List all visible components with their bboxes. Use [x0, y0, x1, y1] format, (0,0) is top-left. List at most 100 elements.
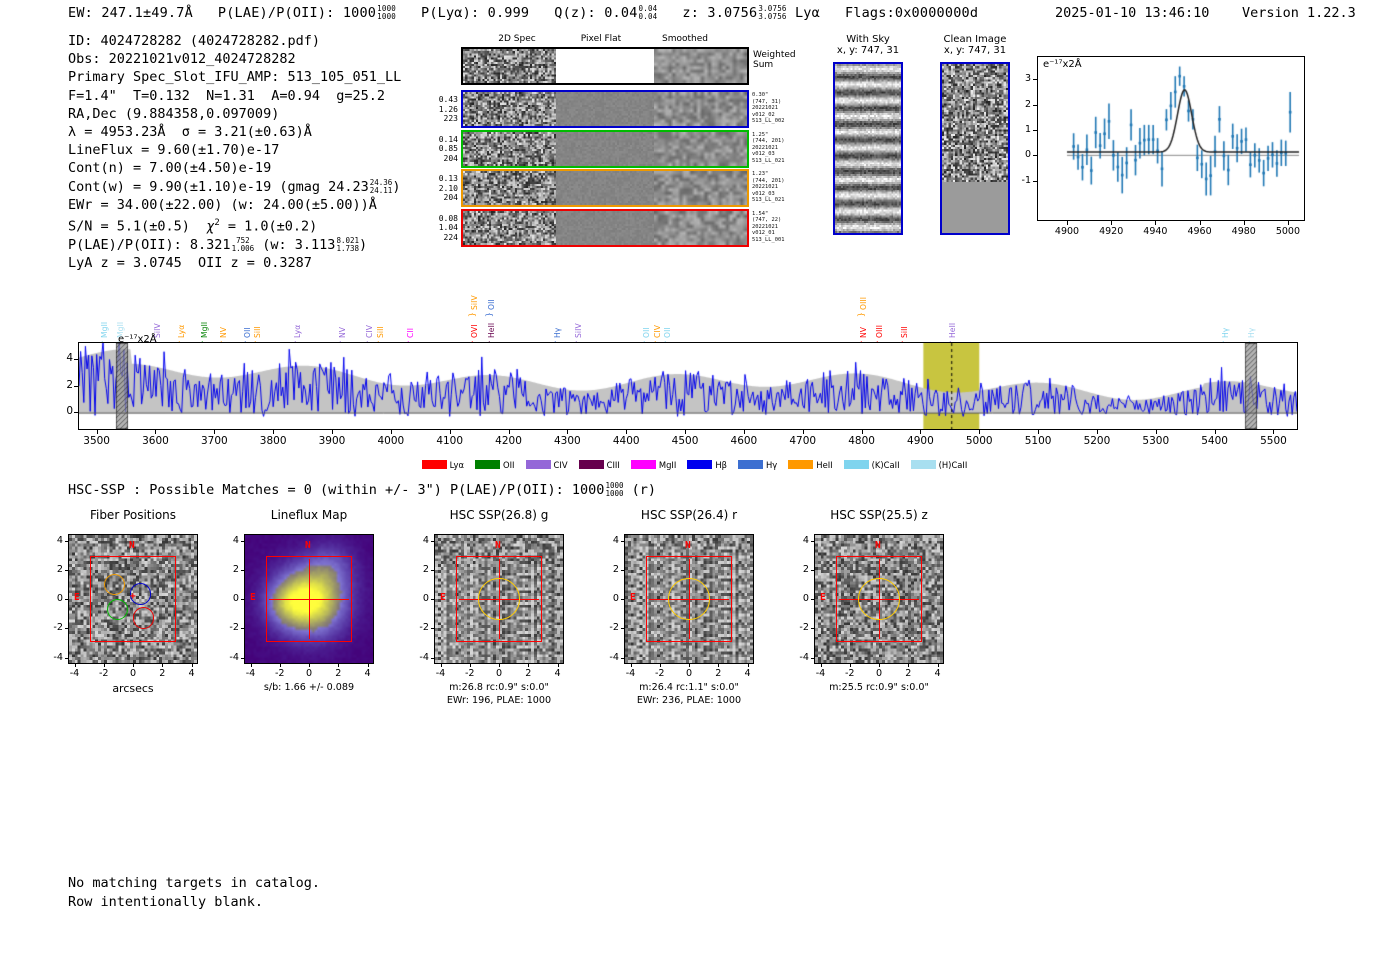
legend-swatch	[474, 460, 500, 469]
cutout-y-tick	[431, 628, 434, 630]
cutout-x-tick	[191, 664, 193, 667]
legend-item: CIII	[578, 454, 631, 473]
fit-y-tick	[1033, 155, 1037, 157]
spectrum-units-label: e⁻¹⁷x2Å	[118, 334, 157, 345]
cutout-x-tick-label: 2	[525, 668, 532, 679]
fiber-row	[461, 169, 749, 207]
fiber-metadata: 1.23" (744, 201) 20221021 v012_03 513_LL_021	[752, 171, 785, 204]
cutout-x-tick	[849, 664, 851, 667]
compass-north: N	[305, 540, 311, 551]
info-redshifts: LyA z = 3.0745 OII z = 0.3287	[68, 254, 312, 271]
fit-y-tick-label: 0	[1024, 149, 1031, 161]
spectrum-y-tick	[74, 412, 79, 414]
legend-swatch	[910, 460, 936, 469]
info-cont-n: Cont(n) = 7.00(±4.50)e-19	[68, 160, 272, 177]
fiber-circle	[130, 583, 152, 605]
cutout-x-tick	[74, 664, 76, 667]
emission-line-fit-plot: e⁻¹⁷x2Å	[1037, 56, 1305, 221]
cutout-y-tick	[431, 657, 434, 659]
spectrum-x-tick-label: 4300	[554, 435, 581, 447]
spectrum-x-tick	[861, 430, 863, 434]
cutout-y-tick-label: 0	[612, 593, 619, 604]
spectrum-x-tick	[567, 430, 569, 434]
fiber-circle	[133, 607, 155, 629]
cutout-x-tick	[879, 664, 880, 667]
gmag-range: 24.36 24.11	[369, 177, 393, 195]
spectrum-axis: 3500 3600 3700 3800 3900 4000 4100 4200 4300 4400…	[0, 258, 1400, 473]
cutout-x-tick	[630, 664, 632, 667]
cutout-y-tick	[241, 628, 244, 630]
legend-swatch	[687, 460, 713, 469]
flags-value: Flags:0x0000000d	[844, 5, 979, 21]
fiber-rows: 0.43 1.26 223 0.30" (747, 31) 20221021 v012_02…	[430, 90, 784, 248]
fiber-metadata: 1.25" (744, 201) 20221021 v012_03 513_LL_021	[752, 131, 785, 164]
legend-item: Lyα	[421, 454, 475, 473]
fiber-circle	[106, 599, 129, 621]
spectrum-y-tick-label: 2	[66, 378, 73, 391]
cutout-x-tick	[747, 664, 749, 667]
cutout-x-tick	[469, 664, 471, 667]
cutout-x-tick-label: -2	[844, 668, 855, 679]
cutout-x-tick-label: 4	[934, 668, 941, 679]
info-lambda: λ = 4953.23Å σ = 3.21(±0.63)Å	[68, 124, 312, 141]
cutout-y-tick-label: -4	[229, 651, 239, 663]
legend-label: (K)CaII	[871, 459, 900, 470]
legend-item: (H)CaII	[910, 454, 979, 473]
cutout-x-tick	[937, 664, 939, 667]
info-ewr: EWr = 34.00(±22.00) (w: 24.00(±5.00))Å	[68, 196, 377, 213]
cutout-x-tick-label: -2	[274, 668, 285, 679]
cutout-y-tick-label: -4	[419, 651, 429, 663]
cutout-y-tick-label: -4	[53, 651, 63, 663]
cutout-x-tick-label: 0	[495, 668, 503, 679]
cutout-x-tick	[820, 664, 822, 667]
cutout-y-tick-label: 2	[232, 563, 239, 575]
info-id: ID: 4024728282 (4024728282.pdf)	[68, 33, 320, 49]
cutout-x-tick	[133, 664, 134, 667]
cutout-x-tick	[367, 664, 369, 667]
spectrum-x-tick-label: 3700	[200, 435, 228, 447]
z-line-id: Lyα	[794, 5, 820, 21]
spectrum-x-tick-label: 4500	[671, 435, 699, 447]
cutout-x-tick-label: 0	[685, 668, 693, 679]
spectrum-x-tick-label: 5500	[1260, 435, 1287, 447]
aperture-box	[89, 555, 177, 643]
z-range: 3.0756 3.0756	[758, 4, 787, 21]
cutout-x-tick-label: -4	[69, 668, 80, 679]
fit-x-tick-label: 4940	[1143, 226, 1168, 237]
info-slot: Primary Spec_Slot_IFU_AMP: 513_105_051_L…	[68, 69, 402, 86]
photometry-aperture	[668, 578, 710, 620]
cutout-y-tick	[621, 569, 624, 571]
spectrum-x-tick	[626, 430, 628, 434]
info-radec: RA,Dec (9.884358,0.097009)	[68, 105, 280, 122]
cutout-y-tick-label: 2	[56, 563, 63, 575]
spectrum-x-tick	[214, 430, 216, 434]
plae-range-detail: 752 1.006	[231, 236, 255, 253]
cutout-caption-secondary: EWr: 236, PLAE: 1000	[636, 695, 742, 706]
cutout-y-tick-label: 0	[422, 593, 429, 604]
legend-label: HeII	[816, 459, 833, 470]
legend-swatch	[843, 460, 869, 469]
crosshair-gap	[870, 590, 888, 608]
cutout-y-tick-label: 2	[612, 563, 619, 575]
spectrum-x-tick-label: 3500	[83, 435, 110, 447]
spectrum-x-tick	[449, 430, 451, 434]
cutout-caption: m:25.5 rc:0.9" s:0.0"	[829, 682, 929, 693]
z-label: z:	[682, 5, 700, 21]
hsc-filter: (r)	[631, 482, 657, 498]
spectrum-x-tick-label: 4000	[377, 435, 405, 447]
fit-y-tick	[1033, 104, 1037, 106]
spectrum-x-tick-label: 4100	[436, 435, 464, 447]
cutout-x-tick-label: -4	[625, 668, 636, 679]
spectrum-x-tick	[332, 430, 333, 434]
cutout-y-tick	[241, 569, 244, 571]
aperture-box	[835, 555, 923, 643]
cutout-title: HSC SSP(26.4) r	[640, 508, 738, 522]
weighted-sum-label: Weighted Sum	[753, 50, 796, 70]
spectrum-x-tick	[96, 430, 98, 434]
spectrum-x-tick	[802, 430, 804, 434]
cutout-x-tick	[279, 664, 281, 667]
spectrum-x-tick	[1273, 430, 1275, 434]
crosshair-gap	[490, 590, 508, 608]
aperture-box	[455, 555, 543, 643]
cutout-y-tick-label: 4	[422, 534, 429, 546]
